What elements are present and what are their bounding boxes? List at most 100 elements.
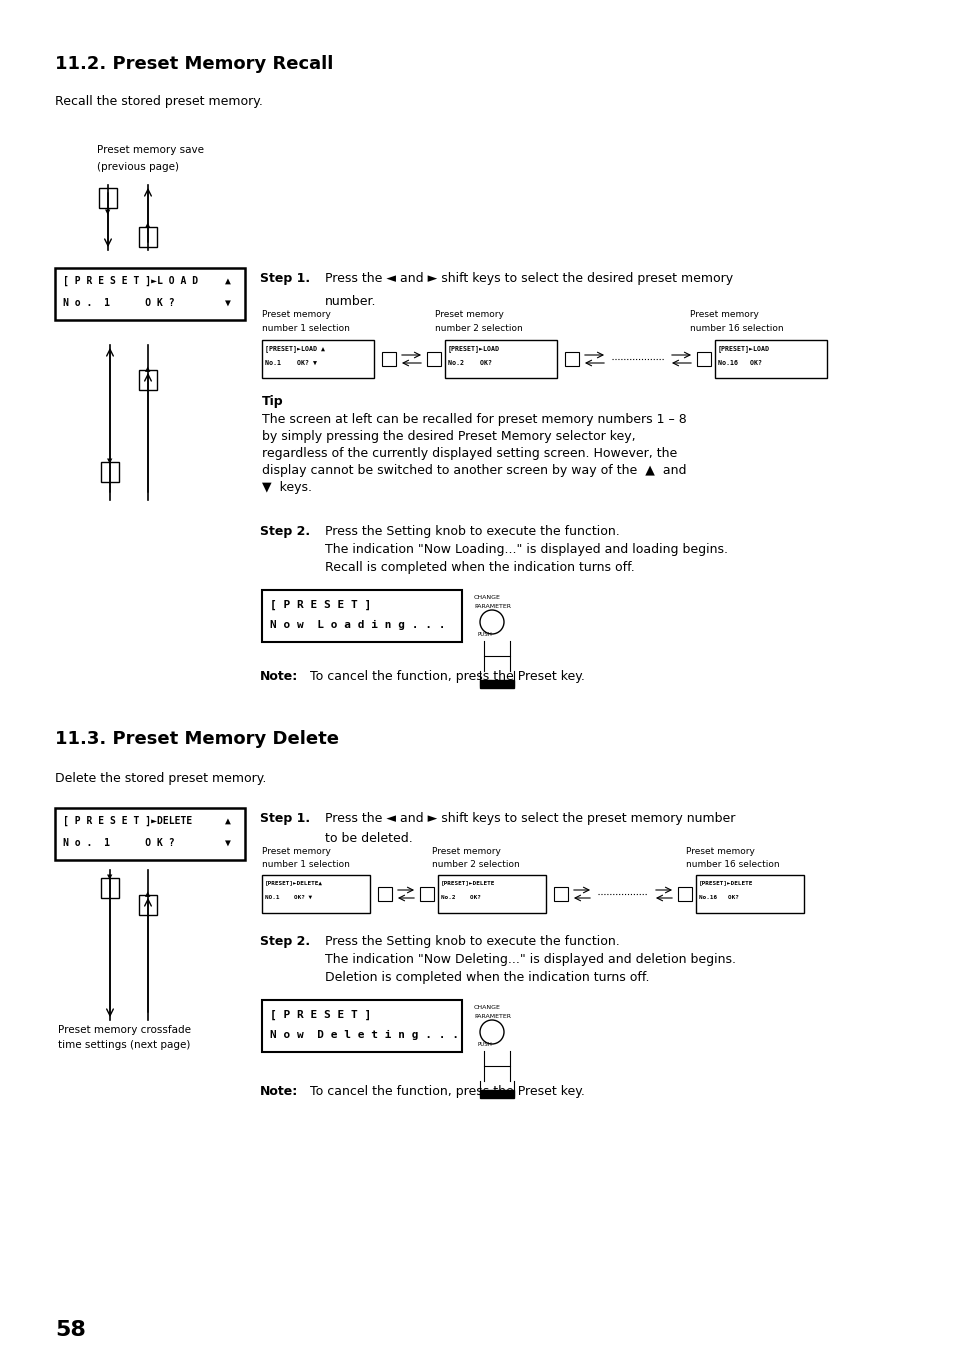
Text: Press the Setting knob to execute the function.: Press the Setting knob to execute the fu… bbox=[325, 935, 619, 948]
Text: ▼: ▼ bbox=[225, 838, 231, 848]
Text: No.16   OK?: No.16 OK? bbox=[718, 359, 761, 366]
Text: Preset memory: Preset memory bbox=[262, 309, 331, 319]
Text: Note:: Note: bbox=[260, 1085, 298, 1098]
Text: regardless of the currently displayed setting screen. However, the: regardless of the currently displayed se… bbox=[262, 447, 677, 459]
Text: To cancel the function, press the Preset key.: To cancel the function, press the Preset… bbox=[310, 670, 584, 684]
Text: No.2    OK?: No.2 OK? bbox=[448, 359, 492, 366]
Text: ▲: ▲ bbox=[145, 892, 151, 897]
Text: CHANGE: CHANGE bbox=[474, 594, 500, 600]
Bar bbox=[377, 888, 392, 901]
Text: number 2 selection: number 2 selection bbox=[435, 324, 522, 332]
Text: PARAMETER: PARAMETER bbox=[474, 1015, 511, 1019]
Text: 11.2. Preset Memory Recall: 11.2. Preset Memory Recall bbox=[55, 55, 333, 73]
Bar bbox=[55, 267, 245, 320]
Text: ▲: ▲ bbox=[145, 366, 151, 372]
Text: display cannot be switched to another screen by way of the  ▲  and: display cannot be switched to another sc… bbox=[262, 463, 686, 477]
Text: N o .  1      O K ?: N o . 1 O K ? bbox=[63, 838, 174, 848]
Text: Press the Setting knob to execute the function.: Press the Setting knob to execute the fu… bbox=[325, 526, 619, 538]
Bar bbox=[101, 878, 119, 898]
Text: The indication "Now Deleting..." is displayed and deletion begins.: The indication "Now Deleting..." is disp… bbox=[325, 952, 735, 966]
Text: to be deleted.: to be deleted. bbox=[325, 832, 413, 844]
Text: number 16 selection: number 16 selection bbox=[689, 324, 782, 332]
Text: Step 1.: Step 1. bbox=[260, 812, 310, 825]
Text: (previous page): (previous page) bbox=[97, 162, 179, 172]
Text: Preset memory: Preset memory bbox=[685, 847, 754, 857]
Text: time settings (next page): time settings (next page) bbox=[58, 1040, 191, 1050]
Text: Preset memory: Preset memory bbox=[262, 847, 331, 857]
Text: [ P R E S E T ]: [ P R E S E T ] bbox=[270, 600, 371, 611]
Text: Delete the stored preset memory.: Delete the stored preset memory. bbox=[55, 771, 266, 785]
Text: No.1    OK? ▼: No.1 OK? ▼ bbox=[265, 359, 316, 366]
Text: Step 2.: Step 2. bbox=[260, 526, 310, 538]
Text: [PRESET]►LOAD: [PRESET]►LOAD bbox=[448, 345, 499, 351]
Text: [PRESET]►DELETE▲: [PRESET]►DELETE▲ bbox=[265, 880, 323, 885]
Bar bbox=[262, 1000, 461, 1052]
Text: number.: number. bbox=[325, 295, 376, 308]
Text: 11.3. Preset Memory Delete: 11.3. Preset Memory Delete bbox=[55, 730, 338, 748]
Text: The indication "Now Loading..." is displayed and loading begins.: The indication "Now Loading..." is displ… bbox=[325, 543, 727, 557]
Text: PARAMETER: PARAMETER bbox=[474, 604, 511, 609]
Text: ▲: ▲ bbox=[225, 816, 231, 825]
Text: ▼: ▼ bbox=[107, 458, 112, 463]
Text: number 1 selection: number 1 selection bbox=[262, 861, 350, 869]
Bar bbox=[479, 680, 514, 688]
Text: No.2    OK?: No.2 OK? bbox=[440, 894, 480, 900]
Text: Preset memory crossfade: Preset memory crossfade bbox=[58, 1025, 191, 1035]
Bar bbox=[444, 340, 557, 378]
Bar bbox=[419, 888, 434, 901]
Text: by simply pressing the desired Preset Memory selector key,: by simply pressing the desired Preset Me… bbox=[262, 430, 635, 443]
Text: 58: 58 bbox=[55, 1320, 86, 1340]
Text: Preset memory: Preset memory bbox=[435, 309, 503, 319]
Bar bbox=[678, 888, 691, 901]
Text: [PRESET]►DELETE: [PRESET]►DELETE bbox=[699, 880, 753, 885]
Bar bbox=[139, 370, 157, 390]
Text: ▼: ▼ bbox=[107, 874, 112, 880]
Text: NO.1    OK? ▼: NO.1 OK? ▼ bbox=[265, 894, 312, 900]
Text: Preset memory: Preset memory bbox=[432, 847, 500, 857]
Bar bbox=[262, 340, 374, 378]
Text: [PRESET]►LOAD ▲: [PRESET]►LOAD ▲ bbox=[265, 345, 325, 351]
Bar bbox=[101, 462, 119, 482]
Bar bbox=[714, 340, 826, 378]
Text: To cancel the function, press the Preset key.: To cancel the function, press the Preset… bbox=[310, 1085, 584, 1098]
Text: ▼: ▼ bbox=[225, 299, 231, 308]
Text: ▲: ▲ bbox=[225, 276, 231, 286]
Bar bbox=[564, 353, 578, 366]
Bar bbox=[139, 894, 157, 915]
Bar bbox=[381, 353, 395, 366]
Text: Recall is completed when the indication turns off.: Recall is completed when the indication … bbox=[325, 561, 634, 574]
Text: [PRESET]►DELETE: [PRESET]►DELETE bbox=[440, 880, 495, 885]
Text: Preset memory save: Preset memory save bbox=[97, 145, 204, 155]
Text: [PRESET]►LOAD: [PRESET]►LOAD bbox=[718, 345, 769, 351]
Text: Step 2.: Step 2. bbox=[260, 935, 310, 948]
Text: PUSH: PUSH bbox=[477, 632, 493, 638]
Bar bbox=[139, 227, 157, 247]
Text: ▼  keys.: ▼ keys. bbox=[262, 481, 312, 494]
Bar bbox=[554, 888, 567, 901]
Text: The screen at left can be recalled for preset memory numbers 1 – 8: The screen at left can be recalled for p… bbox=[262, 413, 686, 426]
Bar bbox=[262, 590, 461, 642]
Text: Preset memory: Preset memory bbox=[689, 309, 758, 319]
Text: number 16 selection: number 16 selection bbox=[685, 861, 779, 869]
Bar bbox=[437, 875, 545, 913]
Text: number 2 selection: number 2 selection bbox=[432, 861, 519, 869]
Text: Deletion is completed when the indication turns off.: Deletion is completed when the indicatio… bbox=[325, 971, 649, 984]
Bar bbox=[55, 808, 245, 861]
Text: PUSH: PUSH bbox=[477, 1042, 493, 1047]
Text: N o .  1      O K ?: N o . 1 O K ? bbox=[63, 299, 174, 308]
Text: CHANGE: CHANGE bbox=[474, 1005, 500, 1011]
Bar bbox=[696, 875, 803, 913]
Text: Note:: Note: bbox=[260, 670, 298, 684]
Bar bbox=[427, 353, 440, 366]
Text: [ P R E S E T ]►DELETE: [ P R E S E T ]►DELETE bbox=[63, 816, 193, 827]
Bar bbox=[479, 1090, 514, 1098]
Text: [ P R E S E T ]: [ P R E S E T ] bbox=[270, 1011, 371, 1020]
Text: Step 1.: Step 1. bbox=[260, 272, 310, 285]
Bar bbox=[99, 188, 117, 208]
Text: No.16   OK?: No.16 OK? bbox=[699, 894, 739, 900]
Text: Press the ◄ and ► shift keys to select the desired preset memory: Press the ◄ and ► shift keys to select t… bbox=[325, 272, 732, 285]
Text: Press the ◄ and ► shift keys to select the preset memory number: Press the ◄ and ► shift keys to select t… bbox=[325, 812, 735, 825]
Text: Recall the stored preset memory.: Recall the stored preset memory. bbox=[55, 95, 263, 108]
Bar bbox=[262, 875, 370, 913]
Text: [ P R E S E T ]►L O A D: [ P R E S E T ]►L O A D bbox=[63, 276, 198, 286]
